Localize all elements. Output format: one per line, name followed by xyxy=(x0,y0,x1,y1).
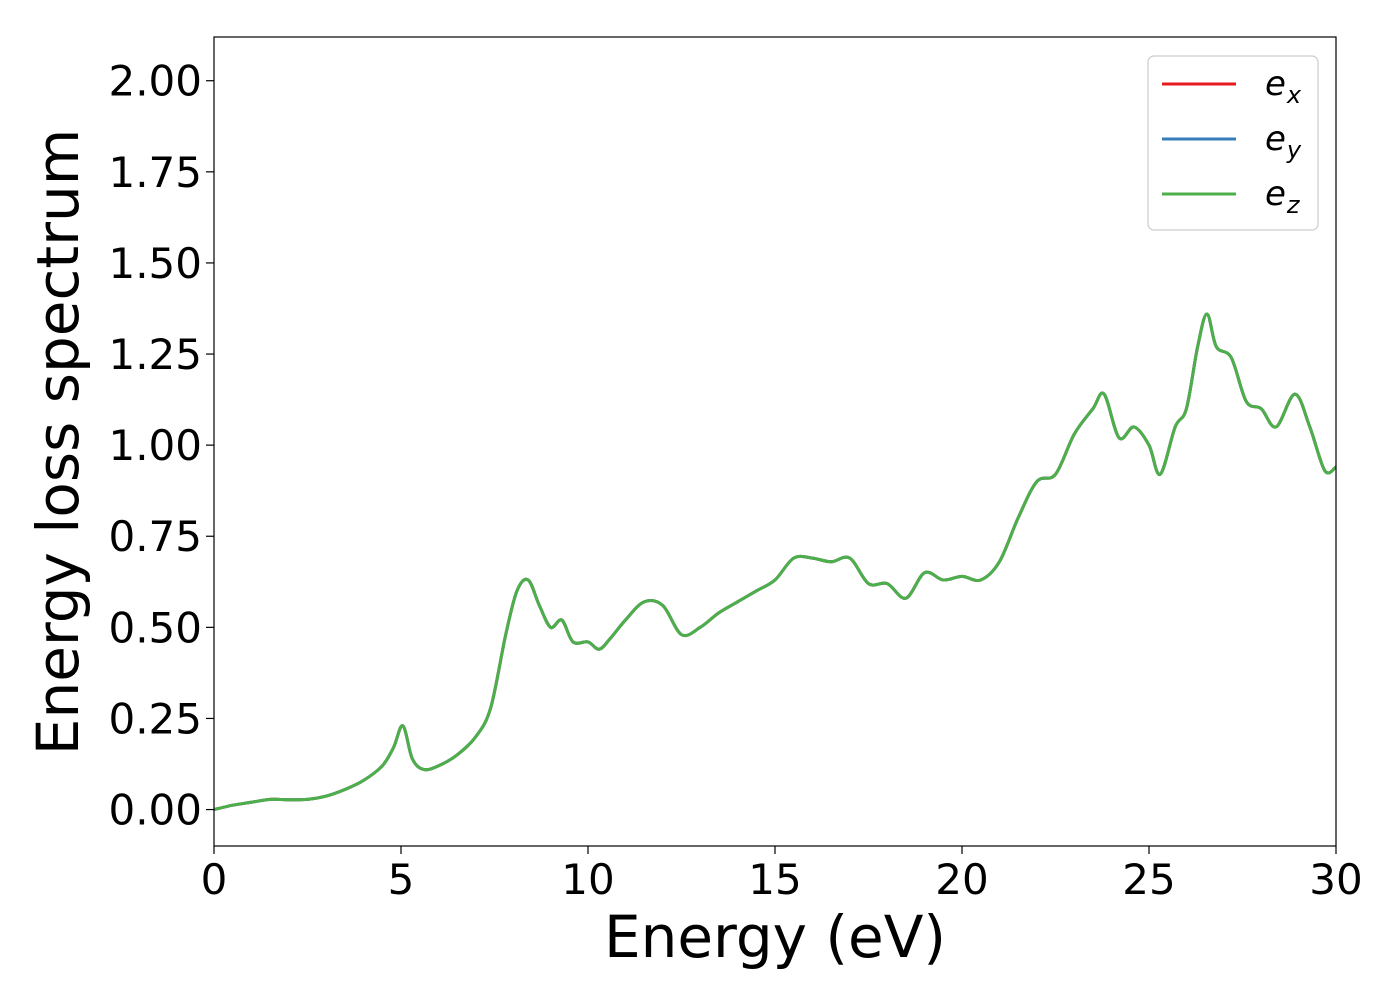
series-layer xyxy=(213,312,1337,812)
y-axis: 0.00 0.25 0.50 0.75 1.00 1.25 1.50 1.75 2.00 xyxy=(108,57,214,835)
x-tick-label: 25 xyxy=(1122,855,1175,904)
x-tick-label: 30 xyxy=(1309,855,1362,904)
y-tick-label: 0.75 xyxy=(108,512,202,561)
y-tick-label: 2.00 xyxy=(108,57,202,106)
x-tick-label: 0 xyxy=(201,855,228,904)
legend-box xyxy=(1147,55,1319,231)
y-axis-title: Energy loss spectrum xyxy=(24,129,92,755)
y-tick-label: 1.00 xyxy=(108,421,202,470)
x-tick-label: 15 xyxy=(748,855,801,904)
x-tick-label: 10 xyxy=(561,855,614,904)
series-line-e-z xyxy=(213,312,1337,812)
y-tick-label: 0.50 xyxy=(108,603,202,652)
y-tick-label: 0.25 xyxy=(108,694,202,743)
y-tick-label: 1.25 xyxy=(108,330,202,379)
y-tick-label: 1.75 xyxy=(108,148,202,197)
x-axis: 0 5 10 15 20 25 30 xyxy=(201,846,1363,904)
y-tick-label: 1.50 xyxy=(108,239,202,288)
x-tick-label: 20 xyxy=(935,855,988,904)
y-tick-label: 0.00 xyxy=(108,786,202,835)
x-tick-label: 5 xyxy=(388,855,415,904)
x-axis-title: Energy (eV) xyxy=(604,903,946,971)
